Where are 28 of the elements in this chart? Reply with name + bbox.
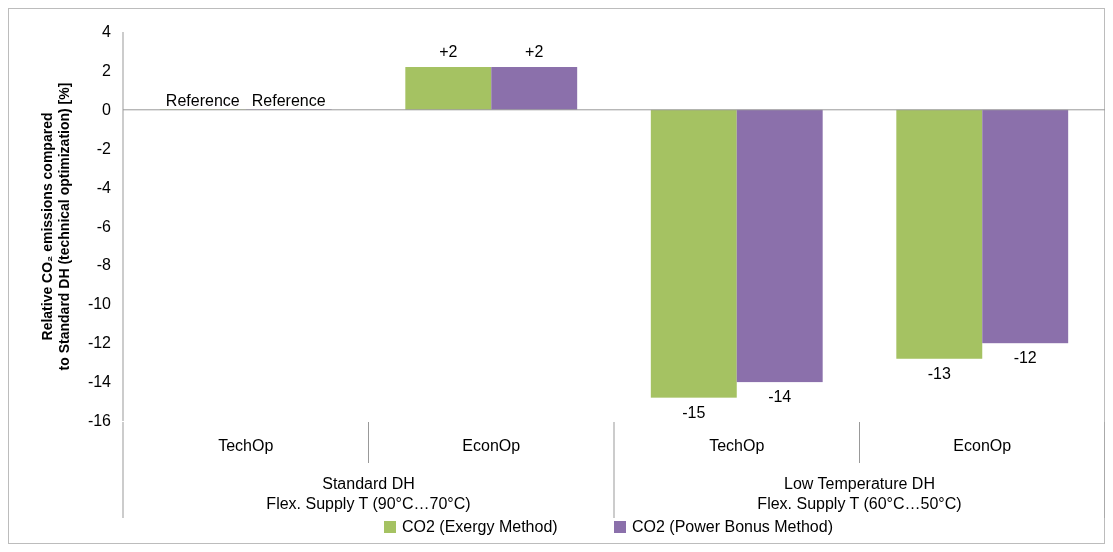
x-tick-label: EconOp — [462, 437, 521, 454]
text: Standard DH Flex. Supply T (90°C…70°C) — [266, 475, 471, 512]
x-tick-label: TechOp — [218, 437, 274, 454]
data-label: +2 — [525, 43, 544, 61]
y-tick-label: -10 — [87, 295, 112, 313]
text: Low Temperature DH Flex. Supply T (60°C…50°C) — [757, 475, 962, 512]
y-tick-label: 2 — [102, 61, 112, 79]
data-label: -13 — [927, 364, 951, 382]
x-tick-label: TechOp — [709, 437, 765, 454]
y-tick-label: 4 — [102, 23, 112, 40]
y-tick-label: -6 — [96, 217, 112, 235]
y-tick-label: -16 — [87, 412, 112, 429]
data-label: +2 — [439, 43, 458, 61]
y-tick-label: -14 — [87, 373, 112, 391]
data-label: Reference — [165, 91, 240, 109]
y-tick-label: -12 — [87, 334, 112, 352]
legend-label: CO2 (Exergy Method) — [402, 518, 558, 535]
y-tick-label: -4 — [96, 178, 112, 196]
data-label: -14 — [768, 388, 792, 406]
y-tick-label: -8 — [96, 256, 112, 274]
y-axis-title: Relative CO₂ emissions compared to Standard DH (technical optimization) [%] — [39, 82, 72, 371]
y-tick-label: -2 — [96, 139, 112, 157]
data-label: -15 — [682, 403, 706, 421]
data-label: -12 — [1013, 349, 1037, 367]
legend-label: CO2 (Power Bonus Method) — [632, 518, 833, 535]
x-tick-label: EconOp — [953, 437, 1012, 454]
data-label: Reference — [251, 91, 326, 109]
y-tick-label: 0 — [102, 100, 112, 118]
